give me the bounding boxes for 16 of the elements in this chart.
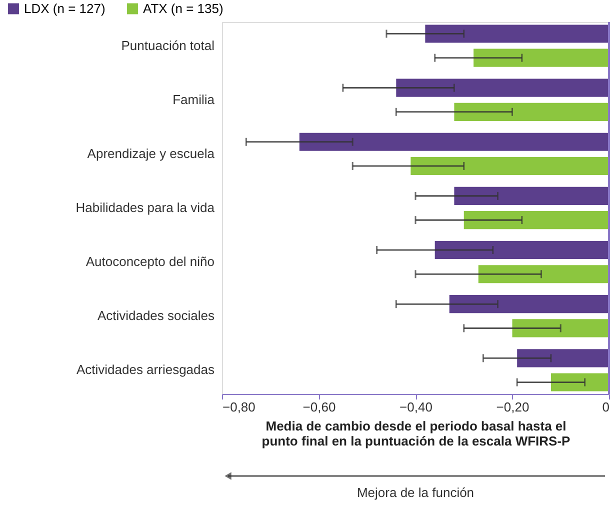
- y-tick-label: Actividades sociales: [97, 308, 215, 324]
- x-tick-label: −0,60: [302, 400, 336, 414]
- y-tick-label: Autoconcepto del niño: [86, 254, 214, 270]
- legend-label: LDX (n = 127): [24, 0, 106, 16]
- y-tick-label: Habilidades para la vida: [76, 200, 216, 215]
- x-tick-label: 0: [602, 400, 610, 414]
- y-tick-label: Familia: [172, 92, 216, 107]
- text: Mejora de la función: [356, 485, 474, 500]
- x-tick-label: −0,40: [400, 400, 432, 414]
- y-tick-label: Aprendizaje y escuela: [87, 146, 216, 161]
- y-tick-label: Actividades arriesgadas: [76, 362, 215, 378]
- legend-label: ATX (n = 135): [143, 0, 224, 16]
- x-tick-label: −0,80: [222, 400, 256, 414]
- y-tick-label: Puntuación total: [121, 38, 215, 53]
- x-axis-title: Media de cambio desde el periodo basal hasta el punto final en la puntuación de la escala WFIRS-P: [262, 418, 571, 448]
- x-tick-label: −0,20: [496, 400, 530, 414]
